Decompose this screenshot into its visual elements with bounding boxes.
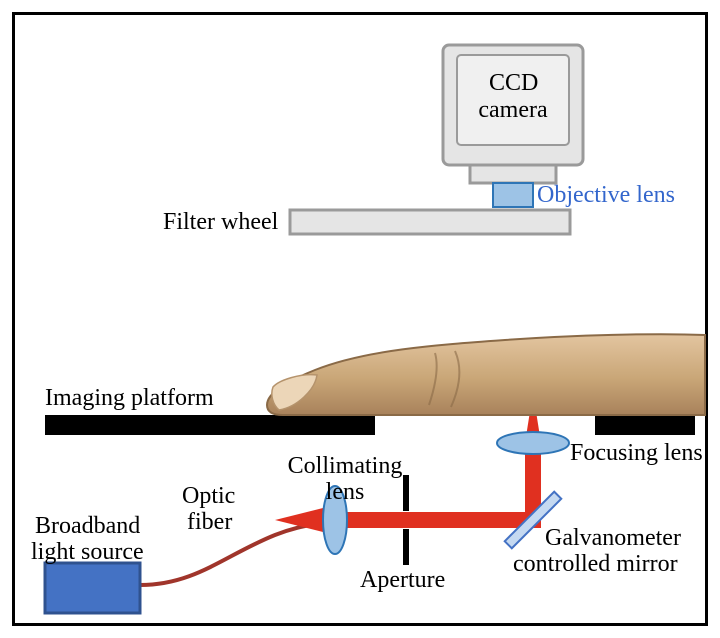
diagram-frame: CCD camera Objective lens Filter wheel I… — [12, 12, 708, 626]
ccd-label-l2: camera — [471, 97, 555, 124]
focusing-lens — [497, 432, 569, 454]
collimating-label-l1: Collimating — [280, 453, 410, 480]
galvo-label-l1: Galvanometer — [545, 525, 681, 552]
aperture-label: Aperture — [360, 567, 445, 594]
objective-lens-label: Objective lens — [537, 182, 675, 209]
broadband-l1: Broadband — [35, 513, 140, 540]
platform-right — [595, 415, 695, 435]
imaging-platform-label: Imaging platform — [45, 385, 214, 412]
galvo-label-l2: controlled mirror — [513, 551, 678, 578]
platform-left — [45, 415, 375, 435]
filter-wheel-label: Filter wheel — [163, 209, 278, 236]
aperture-bottom — [403, 529, 409, 565]
collimating-label-l2: lens — [280, 479, 410, 506]
ccd-label-l1: CCD — [489, 70, 537, 97]
optic-fiber-l2: fiber — [187, 509, 232, 536]
beam-horizontal — [335, 512, 533, 528]
ccd-base — [470, 165, 556, 183]
filter-wheel — [290, 210, 570, 234]
focusing-lens-label: Focusing lens — [570, 440, 703, 467]
optic-fiber-l1: Optic — [182, 483, 235, 510]
objective-lens — [493, 183, 533, 207]
light-source-box — [45, 563, 140, 613]
optic-fiber — [140, 520, 335, 585]
finger — [267, 334, 705, 415]
broadband-l2: light source — [31, 539, 144, 566]
